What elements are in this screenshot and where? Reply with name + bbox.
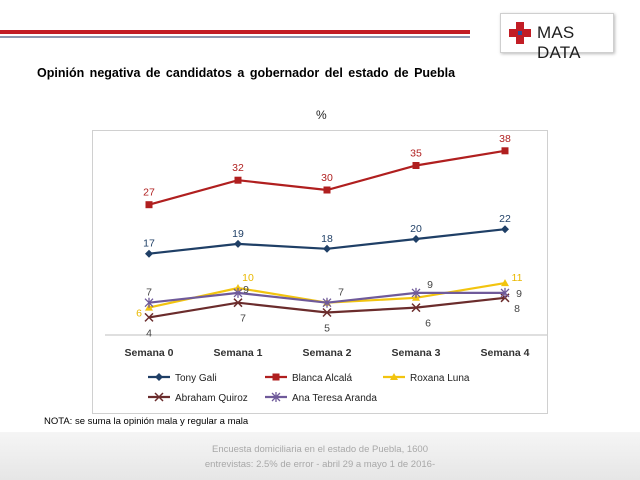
data-label: 7 [338, 287, 344, 299]
data-label: 32 [232, 162, 244, 174]
data-point [234, 239, 242, 248]
chart-frame: Semana 0 Semana 1 Semana 2 Semana 3 Semana 4… [92, 130, 548, 414]
data-label: 11 [512, 272, 523, 284]
page-title: Opinión negativa de candidatos a goberna… [37, 66, 456, 80]
data-label: 35 [410, 148, 422, 160]
footer-line-1: Encuesta domiciliaria en el estado de Pu… [211, 444, 428, 455]
x-tick-label: Semana 2 [302, 347, 351, 359]
x-tick-label: Semana 0 [124, 347, 173, 359]
data-label: 19 [232, 228, 244, 240]
data-label: 9 [516, 288, 522, 300]
data-point [411, 303, 421, 313]
data-point [323, 186, 331, 194]
data-point [233, 298, 243, 308]
x-tick-label: Semana 1 [213, 347, 262, 359]
legend-label: Blanca Alcalá [292, 373, 352, 384]
data-point [145, 249, 153, 258]
data-point [145, 201, 153, 209]
red-cross-icon [509, 22, 531, 44]
legend-marker [155, 373, 163, 381]
legend-label: Tony Gali [175, 373, 217, 384]
header-gray-bar [0, 36, 470, 38]
data-point [323, 244, 331, 253]
x-tick-label: Semana 4 [480, 347, 529, 359]
footer: Encuesta domiciliaria en el estado de Pu… [0, 432, 640, 480]
data-point [500, 287, 510, 298]
data-point [501, 225, 509, 234]
legend-label: Ana Teresa Aranda [292, 393, 377, 404]
data-label: 5 [324, 323, 330, 335]
data-point [234, 284, 242, 291]
data-point [322, 307, 332, 318]
unit-label: % [316, 108, 327, 122]
data-point [411, 287, 421, 298]
line-chart: Semana 0 Semana 1 Semana 2 Semana 3 Semana 4… [105, 133, 547, 404]
legend-marker [272, 373, 280, 381]
data-label: 6 [425, 318, 431, 330]
data-label: 30 [321, 172, 333, 184]
data-label: 17 [143, 238, 155, 250]
legend-label: Roxana Luna [410, 373, 470, 384]
data-label: 20 [410, 223, 422, 235]
data-point [412, 235, 420, 243]
data-point [144, 297, 154, 308]
data-label: 27 [143, 187, 155, 199]
data-point [501, 279, 509, 287]
logo: MAS DATA [500, 13, 614, 62]
data-point [233, 287, 243, 298]
data-label: 38 [499, 133, 511, 145]
data-point [412, 162, 420, 169]
data-label: 9 [243, 284, 249, 296]
data-label: 8 [514, 303, 520, 315]
data-point [501, 147, 509, 155]
data-label: 18 [321, 233, 333, 245]
x-tick-label: Semana 3 [391, 347, 440, 359]
legend-marker [154, 392, 164, 402]
footer-line-2: entrevistas: 2.5% de error - abril 29 a … [204, 459, 436, 470]
legend-marker [271, 392, 281, 402]
data-point [234, 176, 242, 184]
data-label: 10 [242, 272, 254, 284]
data-label: 7 [146, 287, 152, 299]
data-label: 6 [136, 308, 142, 320]
note-text: NOTA: se suma la opinión mala y regular … [44, 416, 249, 427]
data-label: 22 [499, 213, 511, 225]
header-red-bar [0, 30, 470, 34]
data-label: 7 [240, 313, 246, 325]
data-label: 9 [427, 279, 433, 291]
logo-text: MAS DATA [537, 23, 581, 62]
data-point [322, 297, 332, 308]
legend-label: Abraham Quiroz [175, 393, 248, 404]
data-label: 4 [146, 327, 152, 339]
data-point [144, 312, 154, 322]
legend-marker [390, 373, 398, 380]
